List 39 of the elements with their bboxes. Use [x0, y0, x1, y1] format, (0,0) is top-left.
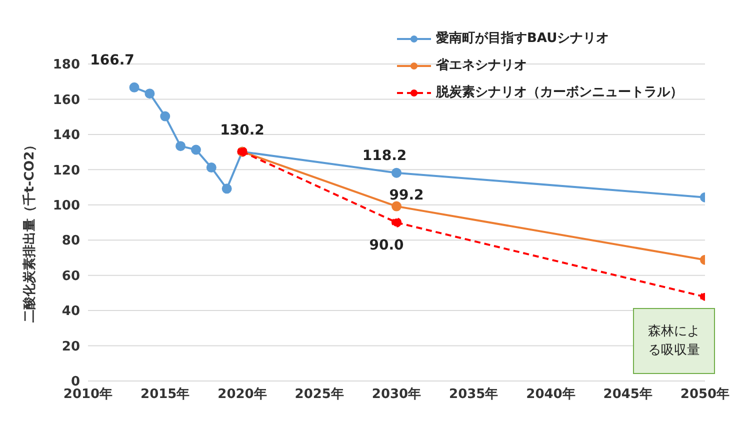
point — [392, 218, 402, 228]
point — [190, 144, 201, 155]
point — [176, 141, 186, 152]
y-tick-label: 100 — [52, 198, 80, 214]
y-tick-label: 80 — [62, 234, 80, 249]
y-tick-label: 180 — [52, 58, 80, 73]
annotation: 森林による吸収量 — [647, 323, 701, 360]
x-tick-label: 2020年 — [218, 387, 267, 402]
annotation: 118.2 — [362, 148, 407, 164]
annotation: 99.2 — [389, 187, 424, 204]
y-tick-label: 60 — [62, 268, 80, 284]
legend-label: 愛南町が目指すBAUシナリオ — [436, 30, 610, 48]
point — [392, 168, 402, 178]
y-tick-label: 160 — [52, 92, 80, 108]
y-tick-label: 0 — [70, 374, 80, 390]
point — [206, 162, 216, 173]
x-tick-label: 2015年 — [140, 387, 190, 402]
y-tick-label: 120 — [52, 163, 80, 178]
annotation: 130.2 — [220, 122, 264, 139]
x-tick-label: 2010年 — [63, 387, 113, 402]
x-tick-label: 2050年 — [680, 387, 730, 402]
x-tick-label: 2030年 — [372, 387, 422, 402]
x-tick-label: 2045年 — [603, 387, 652, 402]
legend-label: 省エネシナリオ — [436, 57, 527, 75]
legend-label: 脱炭素シナリオ（カーボンニュートラル） — [436, 84, 683, 102]
y-tick-label: 140 — [52, 128, 80, 144]
y-tick-label: 40 — [62, 304, 80, 320]
x-tick-label: 2040年 — [526, 387, 576, 402]
point — [144, 88, 155, 99]
y-tick-label: 20 — [62, 339, 80, 354]
x-tick-label: 2025年 — [294, 387, 344, 402]
annotation: 166.7 — [90, 52, 134, 68]
x-tick-label: 2035年 — [449, 387, 498, 402]
point — [160, 111, 170, 122]
y-axis-title: 二酸化炭素排出量（千t-CO2） — [22, 138, 38, 322]
point — [222, 184, 232, 194]
point — [129, 82, 140, 92]
annotation: 90.0 — [369, 237, 404, 254]
note-box: 森林による吸収量 — [633, 308, 715, 374]
